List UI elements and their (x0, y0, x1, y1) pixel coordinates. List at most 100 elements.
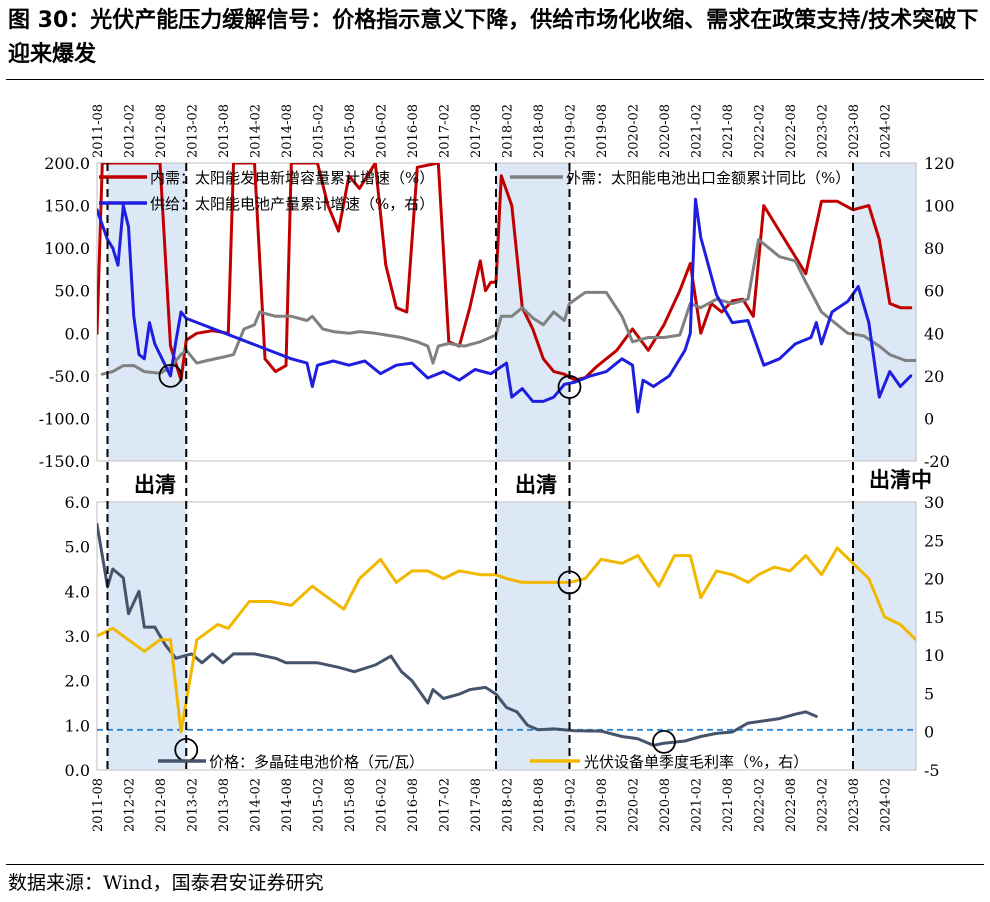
legends: 内需：太阳能发电新增容量累计增速（%） 外需：太阳能电池出口金额累计同比（%） 供给… (99, 169, 850, 771)
x-tick-bottom-23: 2023-02 (816, 778, 831, 832)
series-line-1-0 (97, 522, 818, 747)
x-tick-bottom-6: 2014-08 (280, 778, 295, 832)
data-series (97, 163, 916, 747)
x-tick-top-24: 2023-08 (847, 104, 862, 158)
annotation-clear-3: 出清中 (869, 467, 932, 492)
y-tick-left-0-3: 50.0 (54, 282, 90, 301)
y-tick-right-1-5: 5 (924, 684, 934, 703)
y-tick-left-0-0: 200.0 (44, 154, 90, 173)
y-tick-right-0-1: 100 (924, 197, 955, 216)
highlight-circle-0-0 (158, 363, 183, 388)
legend-margin-label: 光伏设备单季度毛利率（%，右） (584, 753, 808, 771)
x-tick-bottom-4: 2013-08 (217, 778, 232, 832)
shaded-period-0-0 (107, 163, 187, 461)
y-tick-right-1-0: 30 (924, 493, 944, 512)
x-tick-bottom-24: 2023-08 (847, 778, 862, 832)
x-tick-bottom-22: 2022-08 (784, 778, 799, 832)
series-line-0-2 (97, 197, 913, 414)
x-tick-bottom-15: 2019-02 (564, 778, 579, 832)
x-tick-top-22: 2022-08 (784, 104, 799, 158)
y-tick-right-0-2: 80 (924, 239, 944, 258)
y-tick-left-1-5: 1.0 (65, 716, 90, 735)
shaded-periods (107, 163, 916, 770)
annotation-clear-2: 出清 (515, 472, 557, 497)
x-tick-bottom-19: 2021-02 (690, 778, 705, 832)
y-tick-right-0-5: 20 (924, 367, 944, 386)
figure-title: 图 30：光伏产能压力缓解信号：价格指示意义下降，供给市场化收缩、需求在政策支持… (8, 8, 979, 67)
legend-demand-label: 内需：太阳能发电新增容量累计增速（%） (150, 169, 434, 187)
legend-price-label: 价格：多晶硅电池价格（元/瓦） (209, 753, 424, 771)
x-tick-top-6: 2014-08 (280, 104, 295, 158)
y-tick-left-1-4: 2.0 (65, 672, 90, 691)
shaded-period-0-1 (496, 163, 570, 461)
period-dividers (106, 163, 854, 770)
y-tick-left-0-6: -100.0 (39, 409, 90, 428)
x-tick-top-1: 2012-02 (123, 104, 138, 158)
y-tick-right-1-3: 15 (924, 608, 944, 627)
y-tick-left-0-2: 100.0 (44, 239, 90, 258)
x-tick-top-17: 2020-02 (627, 104, 642, 158)
annotations: 出清 出清 出清中 (134, 467, 932, 497)
x-tick-bottom-11: 2017-02 (438, 778, 453, 832)
x-tick-top-11: 2017-02 (438, 104, 453, 158)
x-tick-bottom-5: 2014-02 (249, 778, 264, 832)
y-tick-right-1-1: 25 (924, 531, 944, 550)
source-note: 数据来源：Wind，国泰君安证券研究 (8, 872, 324, 894)
x-tick-bottom-3: 2013-02 (186, 778, 201, 832)
x-tick-bottom-10: 2016-08 (406, 778, 421, 832)
x-tick-top-4: 2013-08 (217, 104, 232, 158)
highlight-circle-1-2 (652, 729, 676, 754)
x-tick-top-9: 2016-02 (375, 104, 390, 158)
x-tick-top-21: 2022-02 (753, 104, 768, 158)
y-tick-left-0-4: 0.0 (65, 324, 90, 343)
x-tick-bottom-16: 2019-08 (595, 778, 610, 832)
y-tick-right-1-4: 10 (924, 646, 944, 665)
y-tick-left-0-7: -150.0 (39, 452, 90, 471)
x-tick-bottom-2: 2012-08 (154, 778, 169, 832)
title-rule (6, 79, 984, 80)
x-tick-top-14: 2018-08 (532, 104, 547, 158)
x-tick-bottom-20: 2021-08 (721, 778, 736, 832)
highlight-circle-1-1 (557, 570, 582, 595)
shaded-period-0-2 (853, 163, 916, 461)
annotation-clear-1: 出清 (134, 472, 176, 497)
x-tick-top-7: 2015-02 (312, 104, 327, 158)
y-tick-right-0-3: 60 (924, 282, 944, 301)
x-tick-top-5: 2014-02 (249, 104, 264, 158)
y-tick-right-0-0: 120 (924, 154, 955, 173)
legend-supply-label: 供给：太阳能电池产量累计增速（%，右） (150, 195, 434, 213)
shaded-period-1-1 (496, 502, 570, 770)
x-tick-top-25: 2024-02 (879, 104, 894, 158)
shaded-period-1-2 (853, 502, 916, 770)
x-tick-top-3: 2013-02 (186, 104, 201, 158)
x-tick-top-16: 2019-08 (595, 104, 610, 158)
x-tick-bottom-9: 2016-02 (375, 778, 390, 832)
x-tick-top-12: 2017-08 (469, 104, 484, 158)
x-tick-top-23: 2023-02 (816, 104, 831, 158)
y-tick-left-0-5: -50.0 (49, 367, 90, 386)
x-tick-bottom-0: 2011-08 (91, 778, 106, 832)
axes: 200.0 150.0 100.0 50.0 0.0 -50.0 -100.0 -150.0 1… (39, 104, 955, 832)
x-tick-top-18: 2020-08 (658, 104, 673, 158)
x-tick-bottom-13: 2018-02 (501, 778, 516, 832)
y-tick-right-1-7: -5 (924, 761, 940, 780)
x-tick-bottom-25: 2024-02 (879, 778, 894, 832)
y-tick-right-1-6: 0 (924, 723, 934, 742)
y-tick-left-1-2: 4.0 (65, 582, 90, 601)
y-tick-right-0-6: 0 (924, 409, 934, 428)
x-tick-bottom-21: 2022-02 (753, 778, 768, 832)
x-tick-top-0: 2011-08 (91, 104, 106, 158)
x-tick-top-13: 2018-02 (501, 104, 516, 158)
y-tick-left-1-0: 6.0 (65, 493, 90, 512)
highlight-circle-0-1 (557, 375, 582, 399)
x-tick-top-10: 2016-08 (406, 104, 421, 158)
y-tick-right-0-4: 40 (924, 324, 944, 343)
x-tick-top-19: 2021-02 (690, 104, 705, 158)
legend-export-label: 外需：太阳能电池出口金额累计同比（%） (566, 169, 850, 187)
x-tick-bottom-8: 2015-08 (343, 778, 358, 832)
series-line-0-1 (100, 238, 916, 376)
x-tick-top-8: 2015-08 (343, 104, 358, 158)
y-tick-left-0-1: 150.0 (44, 197, 90, 216)
